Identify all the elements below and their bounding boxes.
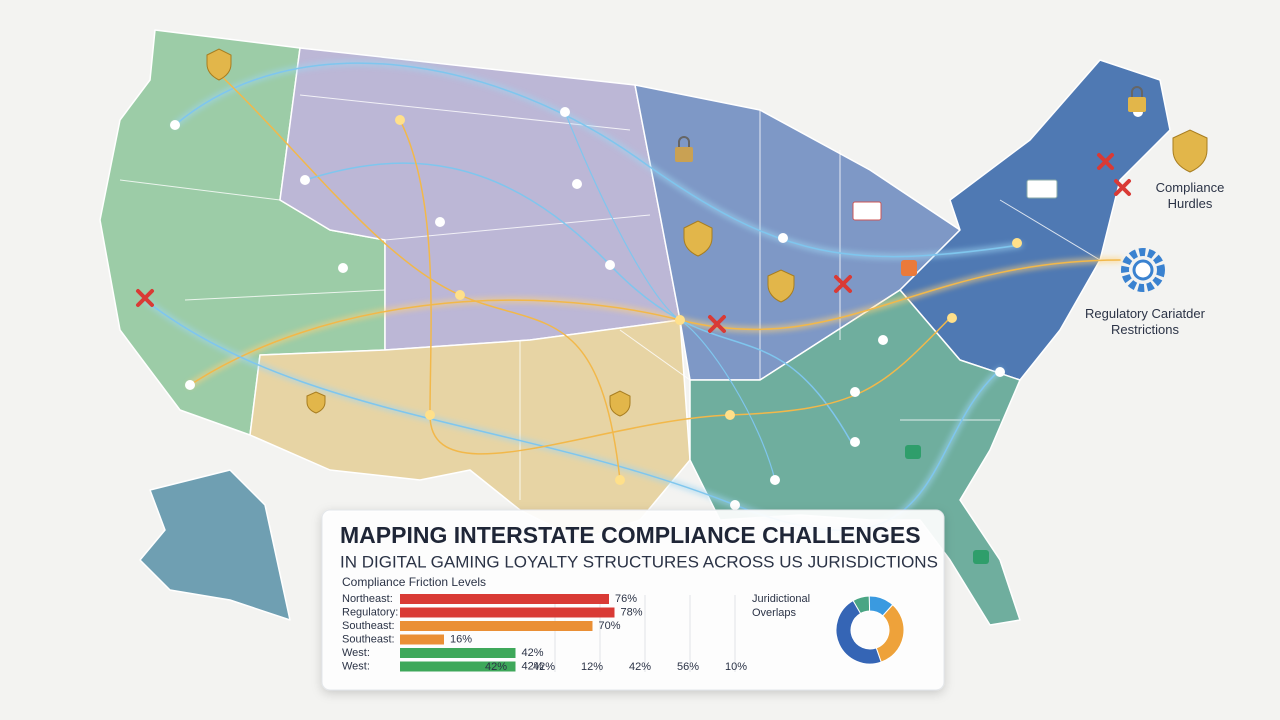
x-icons [136,153,1131,333]
node [850,437,860,447]
nodes [170,107,1143,510]
state-lines [119,94,1101,500]
value-label: 78% [621,606,643,618]
value-label: 16% [450,633,472,645]
lock-icons [675,86,1146,564]
connections [142,60,1123,533]
bar [400,648,516,658]
bar-label: Regulatory: [342,606,398,618]
bar-label: Southeast: [342,620,395,632]
value-label: 42% [522,660,544,672]
callout: Compliance Hurdles [1155,180,1225,211]
panel-title: MAPPING INTERSTATE COMPLIANCE CHALLENGES [340,522,921,548]
node [725,410,735,420]
node [947,313,957,323]
node [560,107,570,117]
node [170,120,180,130]
chart-title: Compliance Friction Levels [342,575,486,589]
panel-subtitle: IN DIGITAL GAMING LOYALTY STRUCTURES ACR… [340,552,938,571]
node [850,387,860,397]
callout: Regulatory Cariatder Restrictions [1085,306,1205,337]
donut-segment [835,599,882,665]
node [770,475,780,485]
node [300,175,310,185]
axis-label: 42% [629,661,651,673]
bar [400,621,593,631]
node [778,233,788,243]
axis-label: 10% [725,661,747,673]
region-alaska [139,469,291,621]
node [395,115,405,125]
shield-icon [206,48,232,81]
value-label: 70% [599,620,621,632]
bar-label: West: [342,647,370,659]
shield-icon [609,390,631,417]
bar-label: Southeast: [342,633,395,645]
bar [400,594,609,604]
bar [400,634,444,645]
node [338,263,348,273]
bar [400,661,516,672]
bar-label: Northeast: [342,593,393,605]
shield-icon [1172,129,1208,173]
node [572,179,582,189]
node [730,500,740,510]
node [878,335,888,345]
value-label: 76% [615,593,637,605]
axis-label: 12% [581,661,603,673]
doc-icon [1026,179,1058,199]
icons [136,48,1208,564]
shield-icon [683,220,713,257]
chart-title: Juridictional Overlaps [752,593,811,619]
axis-label: 42% [485,661,507,673]
shield-icon [767,269,795,303]
node [675,315,685,325]
node [995,367,1005,377]
axis-label: 56% [677,661,699,673]
axis-label: 42% [533,661,555,673]
gear-icon [1121,248,1165,292]
bar [400,607,615,618]
panel [321,509,945,691]
value-label: 42% [522,647,544,659]
node [455,290,465,300]
node [605,260,615,270]
bar-label: West: [342,660,370,672]
doc-icon [852,201,882,221]
shield-icon [306,391,326,414]
node [615,475,625,485]
node [435,217,445,227]
node [425,410,435,420]
node [185,380,195,390]
node [1012,238,1022,248]
